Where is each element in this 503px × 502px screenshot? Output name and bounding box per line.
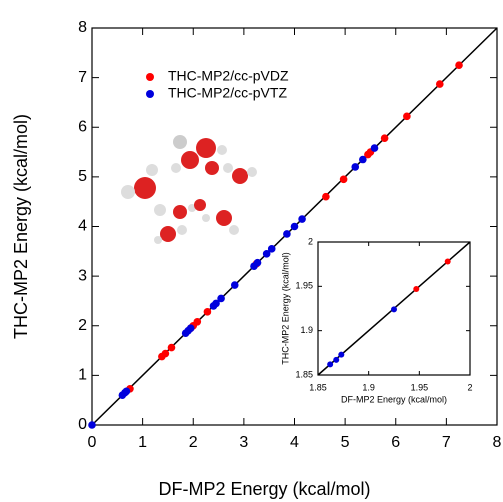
- data-point: [327, 361, 334, 368]
- data-point: [339, 175, 348, 184]
- data-point: [193, 317, 202, 326]
- data-point: [338, 351, 345, 358]
- x-tick-label: 1: [138, 434, 147, 451]
- data-point: [333, 356, 340, 363]
- data-point: [262, 249, 271, 258]
- x-tick-label: 8: [493, 434, 502, 451]
- y-tick-label: 2: [78, 317, 87, 334]
- y-tick-label: 7: [78, 69, 87, 86]
- y-axis-label: THC-MP2 Energy (kcal/mol): [11, 114, 31, 339]
- data-point: [370, 144, 379, 152]
- data-point: [122, 387, 131, 396]
- data-point: [444, 258, 451, 265]
- y-tick-label: 2: [308, 236, 313, 246]
- x-tick-label: 5: [341, 434, 350, 451]
- data-point: [253, 258, 262, 267]
- x-tick-label: 1.95: [411, 382, 429, 392]
- y-tick-label: 6: [78, 118, 87, 135]
- x-tick-label: 1.9: [362, 382, 375, 392]
- data-point: [455, 61, 463, 70]
- y-tick-label: 3: [78, 267, 87, 284]
- data-point: [391, 306, 397, 313]
- x-tick-label: 0: [88, 434, 97, 451]
- data-point: [413, 285, 420, 292]
- data-point: [298, 215, 306, 223]
- y-tick-label: 1.9: [300, 325, 313, 335]
- data-point: [230, 281, 239, 289]
- x-tick-label: 1.85: [309, 382, 327, 392]
- x-tick-label: 4: [290, 434, 299, 451]
- plot-0: 0 1 2 3 4 5 6 7 8012345678THC-MP2/cc-pVDZTHC-MP2…: [11, 19, 502, 499]
- data-point: [359, 155, 367, 164]
- data-point: [380, 134, 389, 142]
- plot-frame: [91, 27, 498, 426]
- data-point: [212, 299, 220, 308]
- y-tick-label: 4: [78, 218, 87, 235]
- y-tick-label: 1.85: [295, 369, 313, 379]
- data-point: [161, 349, 170, 358]
- data-point: [203, 308, 212, 316]
- data-point: [267, 245, 276, 253]
- x-axis-label: DF-MP2 Energy (kcal/mol): [158, 479, 370, 499]
- data-point: [403, 112, 411, 121]
- molecule-illustration: [121, 135, 257, 244]
- y-tick-label: 5: [78, 168, 87, 185]
- legend-marker: [146, 73, 154, 81]
- x-axis-label: DF-MP2 Energy (kcal/mol): [341, 394, 447, 404]
- plot-frame: [317, 241, 471, 376]
- plot-1: 1.85 1.9 1.95 2 1.85 1.9 1.95 2 DF-MP2 Energy (k…: [280, 236, 472, 404]
- data-point: [435, 80, 444, 88]
- data-point: [322, 192, 330, 201]
- x-tick-label: 6: [391, 434, 400, 451]
- y-tick-label: 8: [78, 19, 87, 36]
- y-axis-label: THC-MP2 Energy (kcal/mol): [280, 252, 290, 365]
- x-tick-label: 2: [467, 382, 472, 392]
- data-point: [290, 222, 299, 231]
- x-tick-label: 7: [442, 434, 451, 451]
- data-point: [217, 294, 225, 303]
- legend-label: THC-MP2/cc-pVTZ: [168, 85, 287, 101]
- legend-marker: [146, 90, 154, 98]
- y-tick-label: 0: [78, 416, 87, 433]
- y-tick-label: 1.95: [295, 281, 313, 291]
- data-point: [88, 421, 96, 429]
- y-tick-label: 1: [78, 367, 87, 384]
- legend-label: THC-MP2/cc-pVDZ: [168, 68, 289, 84]
- data-point: [351, 163, 360, 171]
- data-point: [167, 343, 176, 352]
- data-point: [186, 324, 195, 333]
- x-tick-label: 2: [189, 434, 198, 451]
- data-point: [283, 230, 291, 238]
- x-tick-label: 3: [239, 434, 248, 451]
